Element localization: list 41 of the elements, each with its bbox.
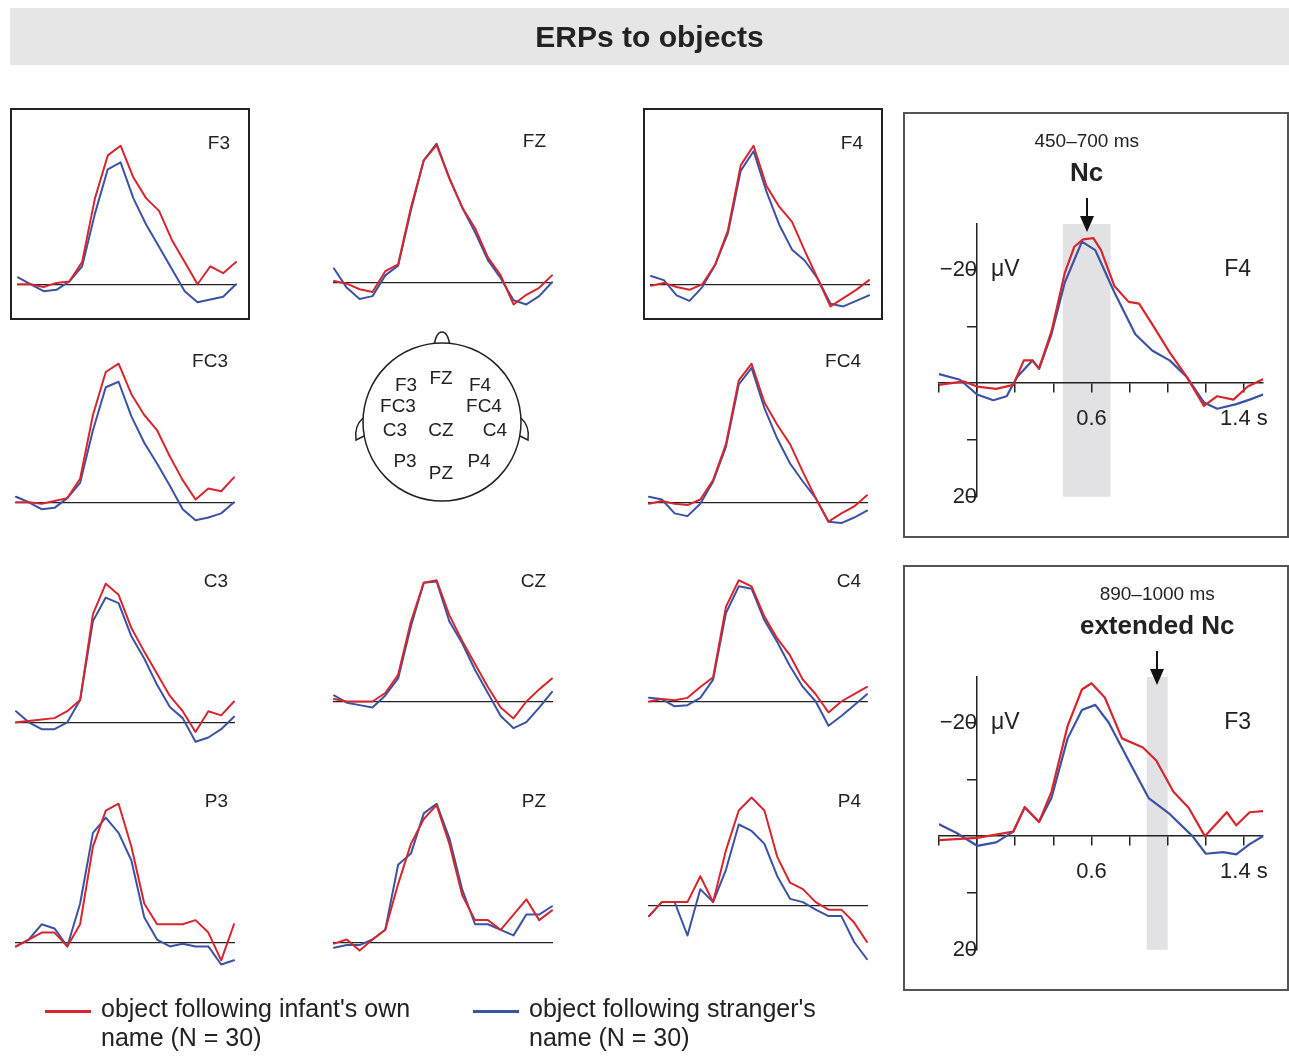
chart-title: C4 bbox=[836, 570, 862, 592]
legend-label: object following infant's own name (N = 30) bbox=[101, 994, 412, 1052]
chart-title: FZ bbox=[522, 130, 547, 152]
text: extended Nc bbox=[1079, 610, 1235, 641]
text: ERPs to objects bbox=[10, 8, 1289, 65]
text: FC3 bbox=[380, 395, 416, 417]
chart-title: FC3 bbox=[192, 350, 228, 372]
text: PZ bbox=[428, 462, 454, 484]
text: Nc bbox=[1070, 157, 1104, 188]
chart-title: FC4 bbox=[825, 350, 862, 372]
text: 890–1000 ms bbox=[1099, 583, 1215, 605]
text: FC4 bbox=[466, 395, 502, 417]
x-tick-label: 0.6 bbox=[1076, 405, 1107, 431]
text: FZ bbox=[429, 367, 453, 389]
chart-title: P4 bbox=[837, 790, 862, 812]
chart-title: PZ bbox=[521, 790, 547, 812]
chart-title: C3 bbox=[203, 570, 228, 592]
y-tick-label: 20 bbox=[952, 482, 978, 508]
chart-title: F4 bbox=[840, 132, 864, 154]
text: C4 bbox=[482, 419, 508, 441]
legend-label: object following stranger's name (N = 30) bbox=[529, 994, 817, 1052]
text: P4 bbox=[467, 450, 491, 472]
x-tick-label: 0.6 bbox=[1076, 858, 1107, 884]
x-tick-label: 1.4 s bbox=[1220, 858, 1268, 884]
text: F3 bbox=[1224, 707, 1251, 734]
y-axis-title: μV bbox=[991, 707, 1021, 734]
text: C3 bbox=[382, 419, 408, 441]
text: 450–700 ms bbox=[1034, 130, 1139, 152]
y-tick-label: −20 bbox=[939, 255, 978, 281]
y-tick-label: 20 bbox=[952, 935, 978, 961]
text: F4 bbox=[468, 374, 492, 396]
text: F3 bbox=[394, 374, 418, 396]
y-axis-title: μV bbox=[991, 254, 1021, 281]
chart-title: CZ bbox=[520, 570, 547, 592]
x-tick-label: 1.4 s bbox=[1220, 405, 1268, 431]
chart-title: F3 bbox=[207, 132, 230, 154]
y-tick-label: −20 bbox=[939, 708, 978, 734]
text: P3 bbox=[393, 450, 417, 472]
chart-title: P3 bbox=[204, 790, 228, 812]
text: F4 bbox=[1224, 254, 1252, 281]
text: CZ bbox=[428, 419, 454, 441]
